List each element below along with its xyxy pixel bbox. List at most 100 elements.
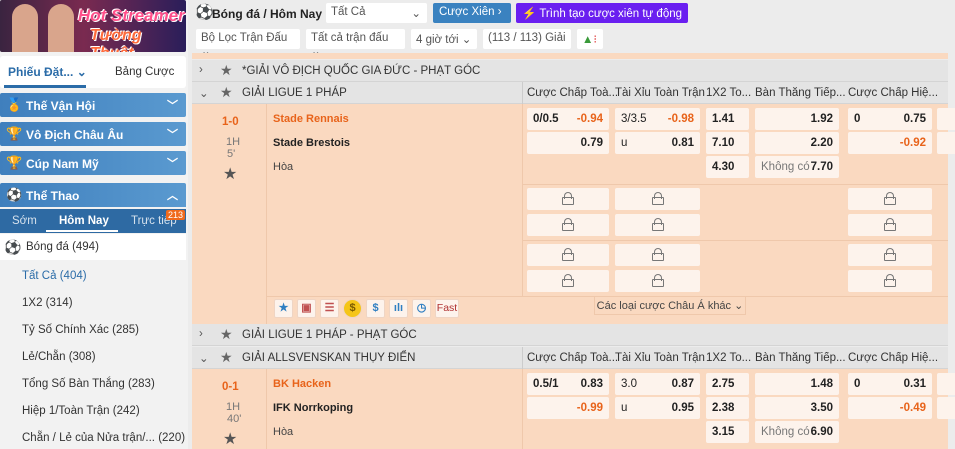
menu-item-label: Lẻ/Chẵn	[22, 351, 66, 363]
odds-cell[interactable]: 3.15	[706, 421, 749, 443]
chevron-right-icon[interactable]: ›	[199, 328, 203, 340]
chevron-right-icon[interactable]: ›	[199, 64, 203, 76]
star-icon[interactable]: ★	[220, 349, 233, 365]
live-score-icon[interactable]: ▣	[297, 299, 316, 318]
time-range-select[interactable]: 4 giờ tới ⌄	[411, 29, 477, 49]
sport-soccer[interactable]: ⚽ Bóng đá (494)	[0, 234, 186, 260]
favorite-star-icon[interactable]: ★	[223, 166, 238, 183]
star-icon[interactable]: ★	[220, 326, 233, 342]
category-euro[interactable]: 🏆 Vô Địch Châu Âu ﹀	[0, 122, 186, 146]
category-copa-america[interactable]: 🏆 Cúp Nam Mỹ ﹀	[0, 151, 186, 175]
odds-value: 0.79	[580, 137, 603, 149]
odds-cell[interactable]: u 0.95	[615, 397, 700, 419]
menu-item-count: (285)	[112, 324, 139, 336]
league-row[interactable]: ⌄ ★ GIẢI LIGUE 1 PHÁP Cược Chấp Toà... Tài X…	[192, 82, 948, 104]
chevron-down-icon[interactable]: ⌄	[199, 353, 209, 365]
odds-cell[interactable]: 1.48	[755, 373, 839, 395]
sidebar-item[interactable]: Chẵn / Lẻ của Nửa trận/... (220)	[22, 432, 185, 444]
sort-odds-icon[interactable]: ▲⁝	[577, 29, 603, 49]
chevron-down-icon[interactable]: ⌄	[199, 88, 209, 100]
odds-cell[interactable]: Không có 7.70	[755, 156, 839, 178]
chevron-down-icon: ﹀	[167, 100, 178, 112]
odds-cell[interactable]: 0 0.75	[848, 108, 932, 130]
league-row[interactable]: › ★ GIẢI LIGUE 1 PHÁP - PHẠT GÓC	[192, 324, 948, 346]
odds-value: 7.70	[810, 161, 833, 173]
sidebar-item[interactable]: Tất Cả (404)	[22, 270, 87, 282]
locked-odds-cell	[527, 270, 609, 292]
odds-value: 0.83	[580, 378, 603, 390]
odds-cell[interactable]: 0.79	[527, 132, 609, 154]
sidebar-item[interactable]: Lẻ/Chẵn (308)	[22, 351, 96, 363]
tab-early[interactable]: Sớm	[12, 215, 37, 227]
scoreboard-icon[interactable]: ☰	[320, 299, 339, 318]
stats-icon[interactable]: ılı	[389, 299, 408, 318]
odds-cell[interactable]: 2.38	[706, 397, 749, 419]
favorite-star-icon[interactable]: ★	[223, 431, 238, 448]
odds-value: -0.92	[899, 137, 926, 149]
odds-cell[interactable]: 2.20	[755, 132, 839, 154]
match-block: 0-1 1H 40' ★ BK Hacken IFK Norrkoping Hòa 0.5/1…	[192, 369, 955, 449]
odds-cell[interactable]: 3/3.5 -0.98	[615, 108, 700, 130]
sidebar-item[interactable]: 1X2 (314)	[22, 297, 73, 309]
menu-item-count: (308)	[68, 351, 96, 363]
odds-value: 4.30	[712, 161, 735, 173]
hot-streamer-banner[interactable]: Hot Streamer Tường Thuật	[0, 0, 186, 52]
fast-market-button[interactable]: Fast	[435, 299, 459, 318]
league-count-button[interactable]: (113 / 113) Giải	[483, 29, 571, 49]
column-divider	[266, 369, 267, 449]
odds-cell[interactable]	[937, 397, 955, 419]
odds-cell[interactable]: 2.75	[706, 373, 749, 395]
tab-bet-table[interactable]: Bảng Cược	[115, 66, 175, 78]
auto-parlay-button[interactable]: ⚡ Trình tạo cược xiên tự động	[516, 3, 689, 23]
odds-cell[interactable]: 0 0.31	[848, 373, 932, 395]
home-team[interactable]: Stade Rennais	[273, 113, 349, 125]
menu-item-count: (242)	[112, 405, 140, 417]
all-matches-select[interactable]: Tất cả trận đấu ⌄	[306, 29, 405, 58]
away-team[interactable]: IFK Norrkoping	[273, 402, 354, 414]
match-filter-select[interactable]: Bộ Lọc Trận Đấu ⌄	[196, 29, 300, 58]
odds-cell[interactable]: 1.41	[706, 108, 749, 130]
league-row[interactable]: ⌄ ★ GIẢI ALLSVENSKAN THỤY ĐIỂN Cược Chấp To…	[192, 347, 948, 369]
sidebar-item[interactable]: Hiệp 1/Toàn Trận (242)	[22, 405, 140, 417]
odds-cell[interactable]	[937, 373, 955, 395]
locked-odds-cell	[615, 188, 700, 210]
league-name: GIẢI LIGUE 1 PHÁP	[242, 87, 347, 99]
category-sports[interactable]: ⚽ Thể Thao ︿	[0, 183, 186, 207]
parlay-button[interactable]: Cược Xiên ›	[433, 3, 511, 23]
sidebar-item[interactable]: Tỷ Số Chính Xác (285)	[22, 324, 139, 336]
odds-cell[interactable]: u 0.81	[615, 132, 700, 154]
away-team[interactable]: Stade Brestois	[273, 137, 351, 149]
odds-cell[interactable]	[937, 108, 955, 130]
home-team[interactable]: BK Hacken	[273, 378, 332, 390]
odds-cell[interactable]: Không có 6.90	[755, 421, 839, 443]
chevron-down-icon: ﹀	[167, 158, 178, 170]
odds-cell[interactable]: 4.30	[706, 156, 749, 178]
tab-today[interactable]: Hôm Nay	[59, 215, 109, 227]
odds-cell[interactable]: -0.49	[848, 397, 932, 419]
category-olympics[interactable]: 🏅 Thế Vận Hội ﹀	[0, 93, 186, 117]
star-icon[interactable]: ★	[220, 62, 233, 78]
odds-cell[interactable]: 7.10	[706, 132, 749, 154]
sidebar-item[interactable]: Tổng Số Bàn Thắng (283)	[22, 378, 155, 390]
odds-cell[interactable]: 0.5/1 0.83	[527, 373, 609, 395]
odds-cell[interactable]: -0.92	[848, 132, 932, 154]
odds-cell[interactable]: 3.50	[755, 397, 839, 419]
odds-cell[interactable]: 1.92	[755, 108, 839, 130]
favorite-star-icon[interactable]: ★	[274, 299, 293, 318]
history-clock-icon[interactable]: ◷	[412, 299, 431, 318]
odds-cell[interactable]: -0.99	[527, 397, 609, 419]
odds-cell[interactable]: 3.0 0.87	[615, 373, 700, 395]
menu-item-label: Tỷ Số Chính Xác	[22, 324, 109, 336]
dollar-icon[interactable]: $	[366, 299, 385, 318]
tab-bet-slip[interactable]: Phiếu Đặt... ⌄	[8, 65, 87, 79]
odds-cell[interactable]	[937, 132, 955, 154]
cashout-icon[interactable]: $	[343, 299, 362, 318]
odds-value: 6.90	[810, 426, 833, 438]
league-row[interactable]: › ★ *GIẢI VÔ ĐỊCH QUỐC GIA ĐỨC - PHẠT GÓC	[192, 60, 948, 82]
star-icon[interactable]: ★	[220, 84, 233, 100]
market-filter-select[interactable]: Tất Cả ⌄	[326, 3, 427, 23]
odds-cell[interactable]: 0/0.5 -0.94	[527, 108, 609, 130]
more-asian-bets-button[interactable]: Các loại cược Châu Á khác ⌄	[594, 296, 746, 315]
tab-live[interactable]: Trực tiếp	[131, 215, 177, 227]
category-label: Vô Địch Châu Âu	[26, 128, 124, 142]
